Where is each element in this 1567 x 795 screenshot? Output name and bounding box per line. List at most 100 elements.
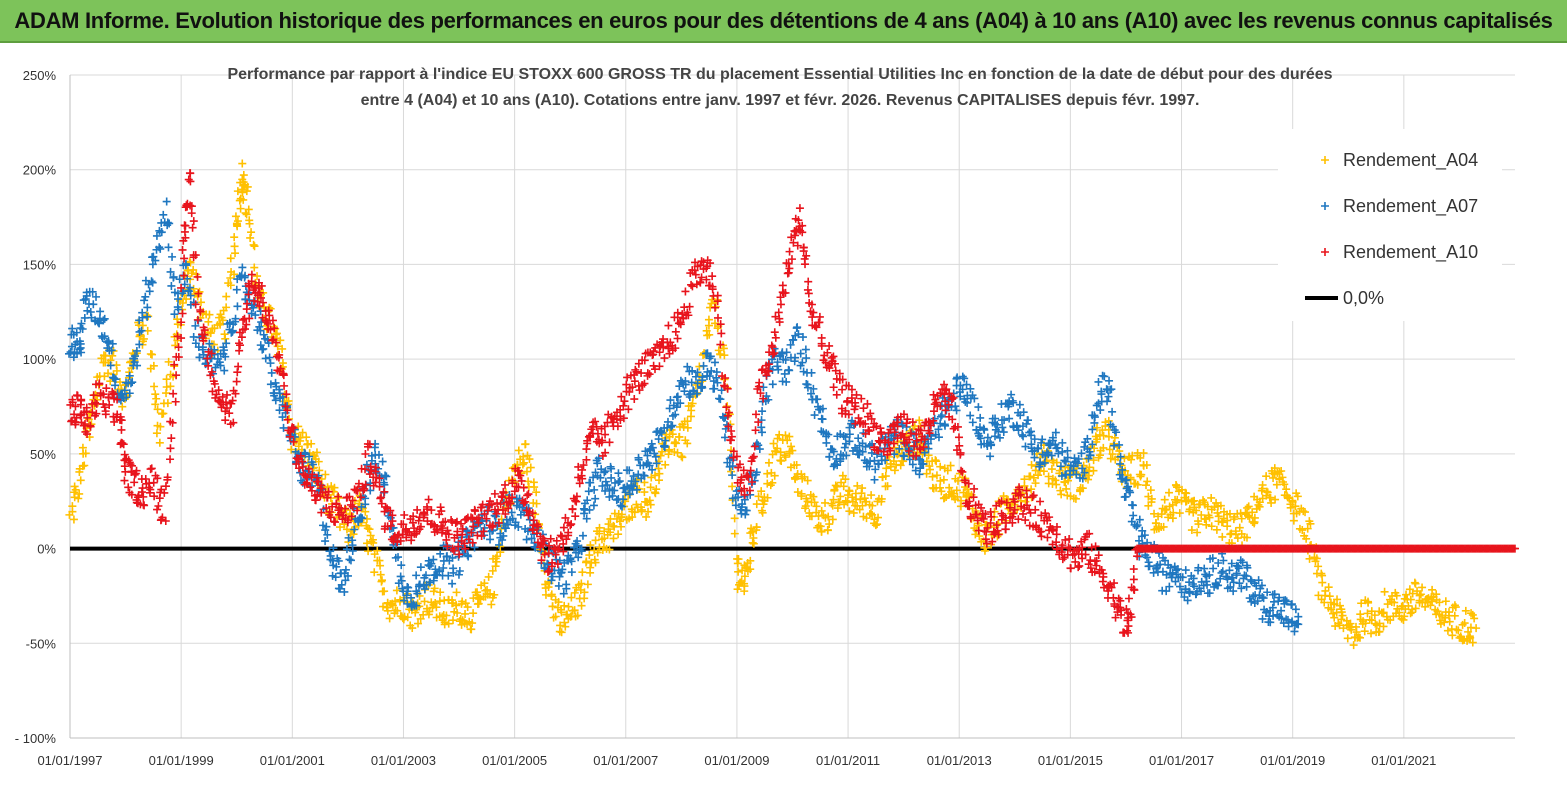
data-point — [573, 541, 582, 550]
data-point — [1468, 638, 1477, 647]
y-tick-label: 150% — [23, 257, 57, 272]
data-point — [1136, 453, 1145, 462]
data-point — [427, 559, 436, 568]
data-point — [825, 520, 834, 529]
data-point — [145, 287, 154, 296]
data-point — [1129, 565, 1138, 574]
data-point — [673, 334, 682, 343]
x-tick-label: 01/01/2015 — [1038, 753, 1103, 768]
data-point — [155, 438, 164, 447]
data-point — [1193, 528, 1202, 537]
data-point — [152, 231, 161, 240]
data-point — [557, 628, 566, 637]
data-point — [1133, 480, 1142, 489]
data-point — [778, 281, 787, 290]
data-point — [149, 361, 158, 370]
data-point — [625, 490, 634, 499]
data-point — [206, 328, 215, 337]
data-point — [1335, 601, 1344, 610]
data-point — [108, 339, 117, 348]
data-point — [1109, 593, 1118, 602]
data-point — [1105, 376, 1114, 385]
data-point — [617, 522, 626, 531]
data-point — [974, 403, 983, 412]
data-point — [363, 524, 372, 533]
data-point — [567, 557, 576, 566]
data-point — [368, 535, 377, 544]
data-point — [174, 305, 183, 314]
data-point — [796, 349, 805, 358]
y-tick-label: 50% — [30, 447, 56, 462]
data-point — [184, 175, 193, 184]
data-point — [583, 496, 592, 505]
data-point — [329, 544, 338, 553]
data-point — [674, 319, 683, 328]
data-point — [929, 390, 938, 399]
data-point — [429, 555, 438, 564]
data-point — [664, 321, 673, 330]
data-point — [184, 287, 193, 296]
data-point — [501, 480, 510, 489]
data-point — [1075, 561, 1084, 570]
data-point — [1122, 605, 1131, 614]
data-point — [92, 292, 101, 301]
data-point — [1375, 619, 1384, 628]
data-point — [376, 570, 385, 579]
data-point — [336, 523, 345, 532]
data-point — [395, 597, 404, 606]
data-point — [486, 535, 495, 544]
data-point — [730, 529, 739, 538]
data-point — [548, 572, 557, 581]
data-point — [356, 513, 365, 522]
data-point — [963, 485, 972, 494]
data-point — [792, 460, 801, 469]
data-point — [147, 277, 156, 286]
data-point — [1343, 634, 1352, 643]
data-point — [490, 590, 499, 599]
data-point — [723, 402, 732, 411]
data-point — [110, 374, 119, 383]
legend-label: Rendement_A07 — [1343, 196, 1478, 217]
data-point — [860, 494, 869, 503]
data-point — [464, 552, 473, 561]
data-point — [1043, 533, 1052, 542]
data-point — [242, 210, 251, 219]
data-point — [314, 457, 323, 466]
data-point — [574, 553, 583, 562]
data-point — [380, 480, 389, 489]
data-point — [658, 447, 667, 456]
data-point — [812, 502, 821, 511]
data-point — [370, 568, 379, 577]
data-point — [655, 476, 664, 485]
data-point — [461, 609, 470, 618]
data-point — [773, 434, 782, 443]
data-point — [75, 489, 84, 498]
data-point — [163, 399, 172, 408]
data-point — [185, 283, 194, 292]
data-point — [754, 492, 763, 501]
data-point — [69, 515, 78, 524]
data-point — [949, 424, 958, 433]
data-point — [843, 491, 852, 500]
data-point — [728, 482, 737, 491]
data-point — [230, 233, 239, 242]
data-point — [457, 519, 466, 528]
x-tick-labels: 01/01/1997 01/01/1999 01/01/2001 01/01/2003… — [37, 753, 1436, 768]
data-point — [178, 245, 187, 254]
data-point — [1175, 509, 1184, 518]
data-point — [287, 445, 296, 454]
data-point — [76, 339, 85, 348]
data-point — [358, 514, 367, 523]
data-point — [1071, 494, 1080, 503]
data-point — [167, 281, 176, 290]
data-point — [614, 530, 623, 539]
data-point — [871, 521, 880, 530]
data-point — [171, 397, 180, 406]
data-point — [1034, 471, 1043, 480]
data-point — [937, 487, 946, 496]
x-tick-label: 01/01/2009 — [704, 753, 769, 768]
data-point — [361, 500, 370, 509]
data-point — [733, 559, 742, 568]
data-point — [198, 345, 207, 354]
data-point — [831, 481, 840, 490]
